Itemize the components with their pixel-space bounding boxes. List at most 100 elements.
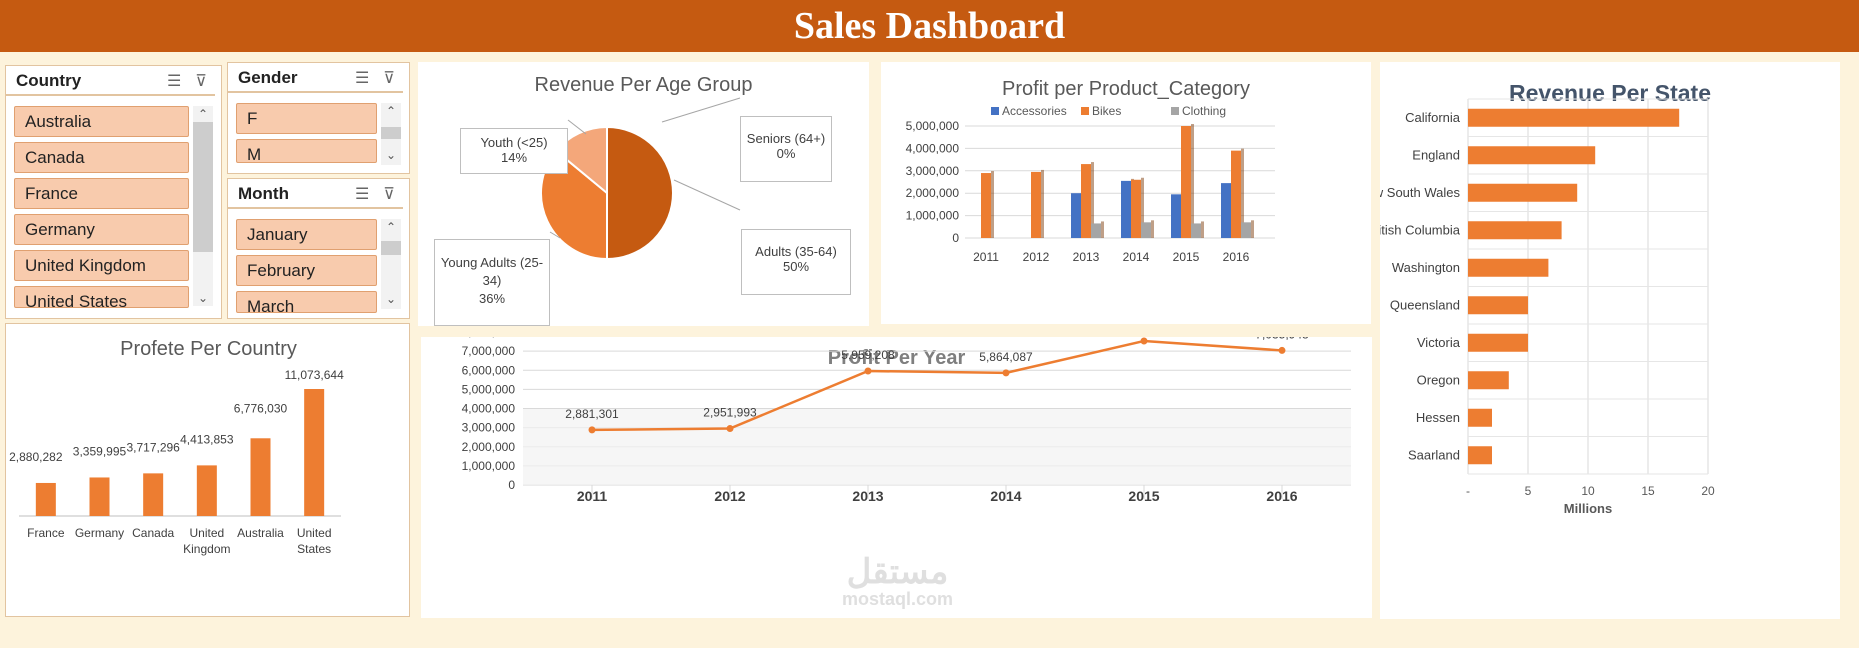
gender-slicer-scrollbar[interactable]: ⌃ ⌄ [381,103,401,165]
y-tick-label: 4,000,000 [462,402,516,416]
x-tick-label: 2013 [852,488,883,504]
watermark: مستقل mostaql.com [842,555,953,610]
bar [1468,371,1509,390]
age-group-chart-panel: Revenue Per Age Group Youth (<25) 14% Se… [418,62,869,326]
watermark-arabic: مستقل [846,553,949,591]
bar-side [1191,124,1194,238]
scroll-thumb[interactable] [381,241,401,255]
month-slicer-header: Month ☰ ⊽ [228,179,403,209]
y-tick-label: 2,000,000 [906,186,960,200]
slicer-item-january[interactable]: January [236,219,377,250]
chart-title: Profit Per Year [827,347,966,369]
slicer-item-f[interactable]: F [236,103,377,134]
country-slicer[interactable]: Country ☰ ⊽ Australia Canada France Germ… [5,65,222,319]
country-slicer-items: Australia Canada France Germany United K… [14,106,189,313]
clear-filter-icon[interactable]: ⊽ [383,70,395,87]
x-tick-label: 2014 [990,488,1021,504]
x-tick-label: 20 [1701,484,1715,498]
scroll-up-icon[interactable]: ⌃ [197,107,209,121]
slicer-item-australia[interactable]: Australia [14,106,189,137]
data-point [726,425,734,433]
scroll-up-icon[interactable]: ⌃ [385,220,397,234]
bar [143,473,164,516]
data-label: 6,776,030 [234,401,288,415]
data-point [864,367,872,375]
bar [1131,179,1141,238]
bar-side [1101,221,1104,238]
bar [1468,146,1596,165]
data-point [1140,337,1148,345]
y-tick-label: 8,000,000 [462,337,516,339]
scroll-thumb[interactable] [381,127,401,139]
bar-side [1241,148,1244,238]
y-tick-label: New South Wales [1380,185,1460,200]
bar [1071,193,1081,238]
data-label: 3,359,995 [73,444,127,458]
data-label: 2,880,282 [9,450,63,464]
data-point [588,426,596,434]
product-category-chart-panel: Profit per Product_Category Accessories B… [881,62,1371,324]
bar [1468,183,1578,202]
leader-line [673,179,741,211]
gender-slicer[interactable]: Gender ☰ ⊽ F M ⌃ ⌄ [227,62,410,174]
legend-swatch [1081,107,1089,115]
legend-swatch [1171,107,1179,115]
plot-shade [523,409,1351,485]
x-tick-label: 10 [1581,484,1595,498]
slicer-item-united-states[interactable]: United States [14,286,189,308]
scroll-down-icon[interactable]: ⌄ [385,148,397,162]
data-point [1002,369,1010,377]
leader-line [549,231,561,239]
slicer-item-february[interactable]: February [236,255,377,286]
scroll-up-icon[interactable]: ⌃ [385,104,397,118]
slicer-item-germany[interactable]: Germany [14,214,189,245]
legend-swatch [991,107,999,115]
country-chart-panel: Profete Per Country 2,880,282 France 3,359… [5,323,410,617]
chart-title: Profete Per Country [120,338,297,360]
bar-side [1041,169,1044,238]
bar-side [1091,162,1094,238]
y-tick-label: 6,000,000 [462,363,516,377]
x-tick-label: 2012 [1023,250,1050,264]
multi-select-icon[interactable]: ☰ [354,186,370,203]
multi-select-icon[interactable]: ☰ [166,73,182,90]
slicer-item-united-kingdom[interactable]: United Kingdom [14,250,189,281]
slicer-item-m[interactable]: M [236,139,377,163]
data-label: 5,959,208 [841,348,895,362]
scroll-down-icon[interactable]: ⌄ [385,292,397,306]
bar [1241,222,1251,238]
country-slicer-scrollbar[interactable]: ⌃ ⌄ [193,106,213,306]
scroll-thumb[interactable] [193,122,213,252]
pie-label-value: 0% [776,146,796,161]
month-slicer-items: January February March [236,219,377,318]
bar [1081,164,1091,238]
y-tick-label: Oregon [1417,372,1460,387]
chart-title: Profit per Product_Category [1002,78,1250,100]
bar [1141,222,1151,238]
month-slicer-scrollbar[interactable]: ⌃ ⌄ [381,219,401,309]
bar [1468,221,1562,240]
pie-label-youth: Youth (<25) 14% [460,128,568,174]
year-chart: 0 1,000,000 2,000,000 3,000,000 4,000,000 5,0… [462,337,1351,504]
legend-label: Accessories [1002,104,1067,118]
slicer-item-france[interactable]: France [14,178,189,209]
scroll-down-icon[interactable]: ⌄ [197,291,209,305]
multi-select-icon[interactable]: ☰ [354,70,370,87]
y-tick-label: Washington [1392,260,1460,275]
bar [1031,171,1041,238]
x-tick-label: Australia [237,526,284,540]
bar [1221,183,1231,238]
bar [1468,258,1549,277]
data-label: 7,035,948 [1255,337,1309,341]
y-tick-label: 2,000,000 [462,440,516,454]
product-category-chart: Accessories Bikes Clothing 0 1,000,000 2,000,… [906,104,1275,264]
clear-filter-icon[interactable]: ⊽ [195,73,207,90]
bar [304,389,325,516]
bar-side [1251,220,1254,238]
pie-label-name: Seniors (64+) [746,131,826,146]
x-tick-label: Canada [132,526,174,540]
slicer-item-march[interactable]: March [236,291,377,313]
slicer-item-canada[interactable]: Canada [14,142,189,173]
month-slicer[interactable]: Month ☰ ⊽ January February March ⌃ ⌄ [227,178,410,319]
clear-filter-icon[interactable]: ⊽ [383,186,395,203]
